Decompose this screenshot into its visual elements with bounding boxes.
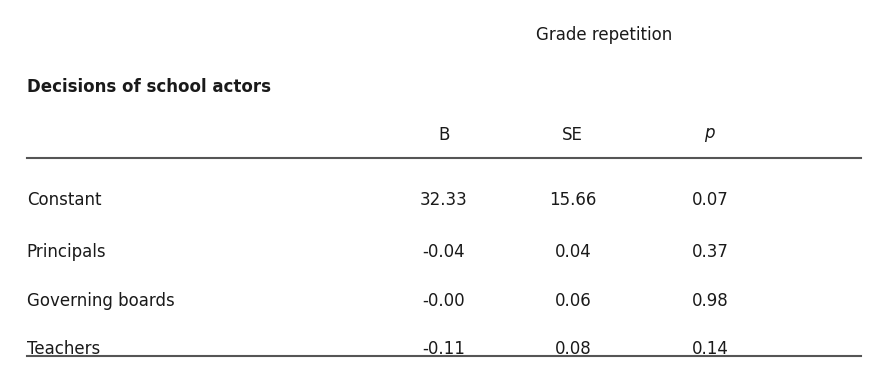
Text: Constant: Constant xyxy=(27,191,101,209)
Text: 32.33: 32.33 xyxy=(420,191,468,209)
Text: 15.66: 15.66 xyxy=(549,191,597,209)
Text: 0.14: 0.14 xyxy=(692,340,729,358)
Text: -0.00: -0.00 xyxy=(423,292,465,309)
Text: 0.07: 0.07 xyxy=(692,191,729,209)
Text: 0.98: 0.98 xyxy=(692,292,729,309)
Text: Principals: Principals xyxy=(27,243,107,261)
Text: SE: SE xyxy=(562,126,583,144)
Text: 0.06: 0.06 xyxy=(554,292,591,309)
Text: 0.37: 0.37 xyxy=(692,243,729,261)
Text: -0.11: -0.11 xyxy=(423,340,465,358)
Text: 0.04: 0.04 xyxy=(554,243,591,261)
Text: Governing boards: Governing boards xyxy=(27,292,174,309)
Text: B: B xyxy=(439,126,449,144)
Text: $p$: $p$ xyxy=(704,126,717,144)
Text: Teachers: Teachers xyxy=(27,340,99,358)
Text: -0.04: -0.04 xyxy=(423,243,465,261)
Text: Grade repetition: Grade repetition xyxy=(535,26,672,44)
Text: 0.08: 0.08 xyxy=(554,340,591,358)
Text: Decisions of school actors: Decisions of school actors xyxy=(27,78,271,96)
